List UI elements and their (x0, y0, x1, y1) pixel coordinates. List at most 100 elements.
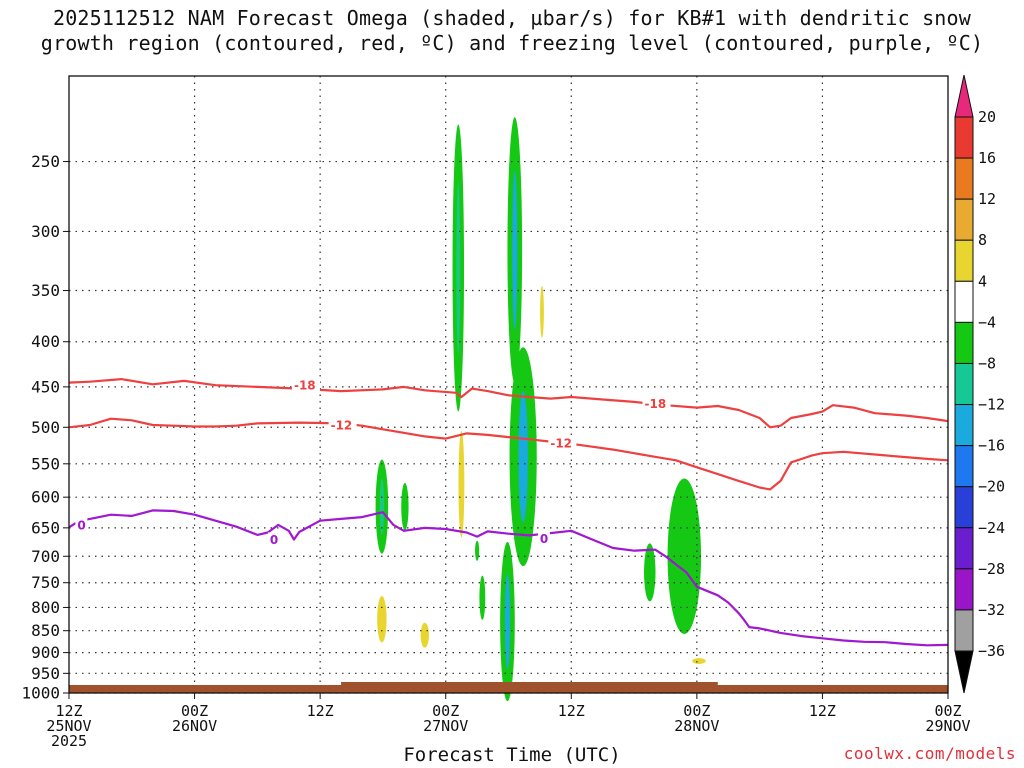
colorbar-label-10: −24 (978, 519, 1005, 537)
y-tick-label-550: 550 (31, 454, 60, 473)
colorbar-box-6 (954, 362, 974, 406)
y-tick-label-450: 450 (31, 377, 60, 396)
x-tick-label-84-0: 00Z (934, 702, 961, 720)
y-tick-label-1000: 1000 (21, 684, 60, 703)
colorbar-label-7: −12 (978, 396, 1005, 414)
grid-lines (69, 76, 948, 694)
contour-label-bg-6 (537, 531, 550, 546)
x-tick-label-60-1: 28NOV (674, 717, 719, 735)
x-tick-label-12-0: 00Z (181, 702, 208, 720)
omega-core-2 (518, 391, 528, 523)
contour-label-2: -12 (331, 418, 353, 432)
omega-region-13 (420, 622, 429, 648)
credit-link[interactable]: coolwx.com/models (843, 744, 1016, 763)
contour-label-5: 0 (270, 533, 278, 547)
omega-core-1 (512, 170, 518, 330)
y-tick-label-600: 600 (31, 488, 60, 507)
contour-0 (68, 509, 949, 647)
colorbar-label-8: −16 (978, 437, 1005, 455)
contour-label-6: 0 (540, 532, 548, 546)
colorbar-box-3 (954, 239, 974, 282)
omega-region-14 (692, 658, 706, 664)
contour-label-bg-2 (328, 417, 357, 432)
contour-label-bg-3 (548, 436, 577, 451)
colorbar-box-1 (954, 157, 974, 200)
colorbar-box-2 (954, 198, 974, 241)
y-tick-label-800: 800 (31, 598, 60, 617)
contour-label-bg-0 (291, 378, 320, 393)
contour-label-bg-1 (642, 396, 671, 411)
contour-label-3: -12 (550, 437, 572, 451)
temperature-contours: -18 -18 -12 -12 0 0 0 (68, 378, 949, 647)
omega-core-3 (504, 573, 511, 670)
x-tick-label-60-0: 00Z (683, 702, 710, 720)
x-tick-label-12-1: 26NOV (172, 717, 217, 735)
contour--18 (68, 378, 949, 429)
colorbar-box-10 (954, 527, 974, 570)
terrain-bump (341, 682, 718, 686)
omega-core-4 (379, 478, 385, 535)
colorbar-label-4: 4 (978, 272, 987, 290)
y-tick-label-300: 300 (31, 222, 60, 241)
x-tick-label-0-0: 12Z (55, 702, 82, 720)
y-tick-label-700: 700 (31, 547, 60, 566)
colorbar-bottom-arrow (954, 650, 974, 694)
contour-label-4: 0 (77, 518, 85, 532)
y-tick-label-650: 650 (31, 518, 60, 537)
omega-region-6 (475, 540, 480, 561)
omega-shading (375, 117, 706, 702)
terrain-fill (69, 682, 948, 693)
chart-title-line-2: growth region (contoured, red, ºC) and f… (40, 31, 984, 55)
colorbar-top-arrow (954, 74, 974, 118)
colorbar-label-13: −36 (978, 642, 1005, 660)
y-tick-label-400: 400 (31, 332, 60, 351)
chart-title-line-1: 2025112512 NAM Forecast Omega (shaded, µ… (52, 6, 972, 30)
contour-label-0: -18 (294, 379, 316, 393)
x-tick-label-0-1: 25NOV (46, 717, 91, 735)
contour-label-bg-5 (267, 532, 280, 547)
contour-label-1: -18 (645, 397, 667, 411)
x-tick-label-36-1: 27NOV (423, 717, 468, 735)
plot-frame (68, 75, 949, 694)
y-tick-label-950: 950 (31, 664, 60, 683)
y-tick-label-350: 350 (31, 281, 60, 300)
x-tick-label-48-0: 12Z (558, 702, 585, 720)
omega-region-9 (667, 478, 702, 634)
omega-region-12 (377, 595, 387, 643)
contour-label-bg-4 (75, 517, 88, 532)
x-axis-label: Forecast Time (UTC) (403, 744, 621, 766)
colorbar-label-3: 8 (978, 231, 987, 249)
colorbar-box-7 (954, 404, 974, 447)
colorbar-label-9: −20 (978, 478, 1005, 496)
colorbar-box-4 (954, 280, 974, 323)
x-tick-label-0-2: 2025 (51, 732, 87, 750)
y-tick-label-850: 850 (31, 621, 60, 640)
colorbar-label-0: 20 (978, 108, 996, 126)
colorbar-label-5: −4 (978, 313, 996, 331)
omega-region-10 (458, 430, 465, 538)
colorbar-box-0 (954, 116, 974, 159)
colorbar-box-11 (954, 568, 974, 611)
colorbar-label-1: 16 (978, 149, 996, 167)
x-tick-label-72-0: 12Z (809, 702, 836, 720)
omega-region-11 (540, 285, 544, 338)
colorbar-box-12 (954, 609, 974, 652)
omega-region-8 (644, 543, 656, 602)
axes: 250 300 350 400 450 500 550 600 650 700 750 800 850 9… (21, 75, 971, 750)
colorbar-box-9 (954, 486, 974, 529)
colorbar: 20 16 12 8 4 −4 −8 −12 −16 −20 −24 −28 −32 −36 (954, 74, 1005, 694)
colorbar-label-6: −8 (978, 354, 996, 372)
y-tick-label-750: 750 (31, 573, 60, 592)
terrain-surface (69, 685, 948, 693)
y-tick-label-500: 500 (31, 418, 60, 437)
colorbar-label-2: 12 (978, 190, 996, 208)
colorbar-box-5 (954, 321, 974, 364)
contour--12 (68, 417, 949, 491)
x-tick-label-24-0: 12Z (307, 702, 334, 720)
chart-title: 2025112512 NAM Forecast Omega (shaded, µ… (0, 6, 1024, 56)
omega-region-7 (479, 575, 486, 620)
colorbar-label-12: −32 (978, 601, 1005, 619)
omega-region-5 (401, 482, 409, 531)
y-tick-label-250: 250 (31, 152, 60, 171)
